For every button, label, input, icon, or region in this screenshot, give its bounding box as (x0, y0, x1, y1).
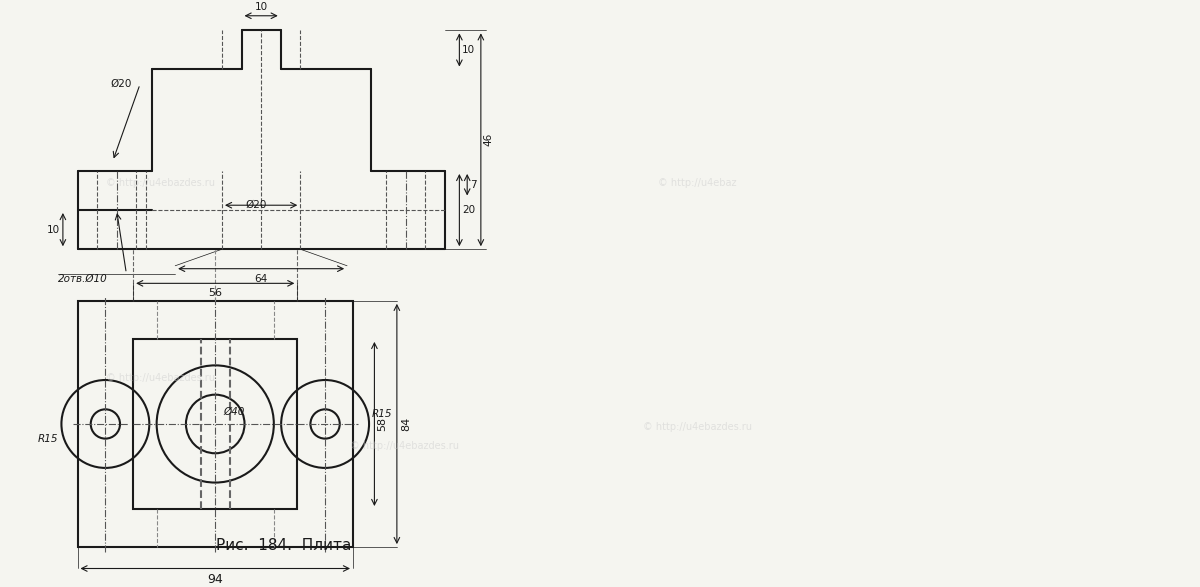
Text: 56: 56 (209, 288, 222, 298)
Text: © http://u4ebaz: © http://u4ebaz (659, 178, 737, 188)
Text: 94: 94 (208, 573, 223, 586)
Text: 64: 64 (254, 274, 268, 284)
Bar (78, 301, 353, 547)
Text: 7: 7 (470, 180, 476, 190)
Text: 84: 84 (401, 417, 410, 431)
Text: 10: 10 (462, 45, 475, 55)
Bar (133, 339, 298, 509)
Text: 10: 10 (254, 2, 268, 12)
Text: © http://u4ebazdes.ru: © http://u4ebazdes.ru (106, 178, 215, 188)
Text: © http://u4ebazdes.ru: © http://u4ebazdes.ru (106, 373, 215, 383)
Text: 2отв.Ø10: 2отв.Ø10 (58, 274, 108, 284)
Text: © http://u4ebazdes.ru: © http://u4ebazdes.ru (643, 422, 752, 432)
Text: R15: R15 (372, 409, 392, 419)
Text: Ø20: Ø20 (246, 200, 266, 210)
Text: © http://u4ebazdes.ru: © http://u4ebazdes.ru (350, 441, 460, 451)
Text: Ø40: Ø40 (223, 407, 245, 417)
Text: 10: 10 (47, 225, 60, 235)
Text: Ø20: Ø20 (110, 79, 132, 89)
Text: 46: 46 (484, 133, 493, 146)
Text: Рис.  184.  Плита: Рис. 184. Плита (216, 538, 352, 554)
Text: 20: 20 (462, 205, 475, 215)
Text: 58: 58 (377, 417, 388, 431)
Text: R15: R15 (38, 434, 59, 444)
